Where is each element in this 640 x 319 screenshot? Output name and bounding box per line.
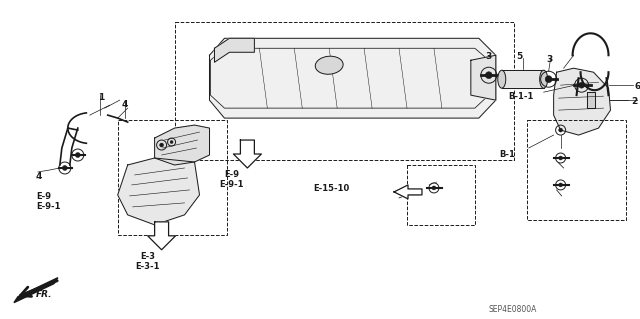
Circle shape: [545, 76, 552, 83]
Circle shape: [485, 72, 492, 79]
Text: SEP4E0800A: SEP4E0800A: [489, 305, 537, 314]
Ellipse shape: [540, 70, 548, 88]
Text: FR.: FR.: [36, 290, 52, 299]
Polygon shape: [554, 68, 611, 135]
Circle shape: [159, 143, 164, 147]
Text: 1: 1: [98, 93, 104, 102]
Circle shape: [559, 156, 563, 160]
Text: E-9-1: E-9-1: [219, 180, 244, 189]
Circle shape: [559, 183, 563, 187]
Text: 4: 4: [36, 172, 42, 181]
Ellipse shape: [498, 70, 506, 88]
Polygon shape: [394, 185, 422, 199]
Ellipse shape: [316, 56, 343, 74]
Text: 4: 4: [122, 100, 128, 109]
Polygon shape: [586, 92, 595, 108]
Polygon shape: [148, 222, 175, 250]
Circle shape: [170, 141, 173, 144]
Polygon shape: [471, 55, 496, 100]
Polygon shape: [14, 278, 58, 303]
Text: E-15-10: E-15-10: [313, 184, 349, 193]
Text: E-9: E-9: [224, 170, 239, 179]
Circle shape: [559, 128, 563, 132]
Text: 3: 3: [547, 55, 553, 64]
Polygon shape: [234, 140, 261, 168]
Circle shape: [76, 152, 80, 158]
Bar: [527, 120, 627, 220]
Circle shape: [62, 166, 67, 170]
Text: E-9-1: E-9-1: [36, 202, 60, 211]
Text: 2: 2: [632, 97, 637, 106]
Circle shape: [579, 82, 584, 88]
Circle shape: [432, 186, 436, 190]
Text: E-3: E-3: [140, 252, 155, 261]
Text: B-1-1: B-1-1: [509, 92, 534, 101]
Polygon shape: [502, 70, 543, 88]
Text: E-9: E-9: [36, 192, 51, 201]
Polygon shape: [214, 38, 254, 62]
Text: E-3-1: E-3-1: [136, 262, 160, 271]
Polygon shape: [118, 158, 200, 225]
Polygon shape: [155, 125, 209, 165]
Bar: [118, 120, 227, 235]
Text: 6: 6: [634, 82, 640, 91]
Text: 3: 3: [486, 52, 492, 61]
Text: 5: 5: [516, 52, 523, 61]
Polygon shape: [209, 38, 496, 118]
Bar: [175, 22, 514, 160]
Text: B-1: B-1: [499, 150, 515, 159]
Bar: [407, 165, 475, 225]
